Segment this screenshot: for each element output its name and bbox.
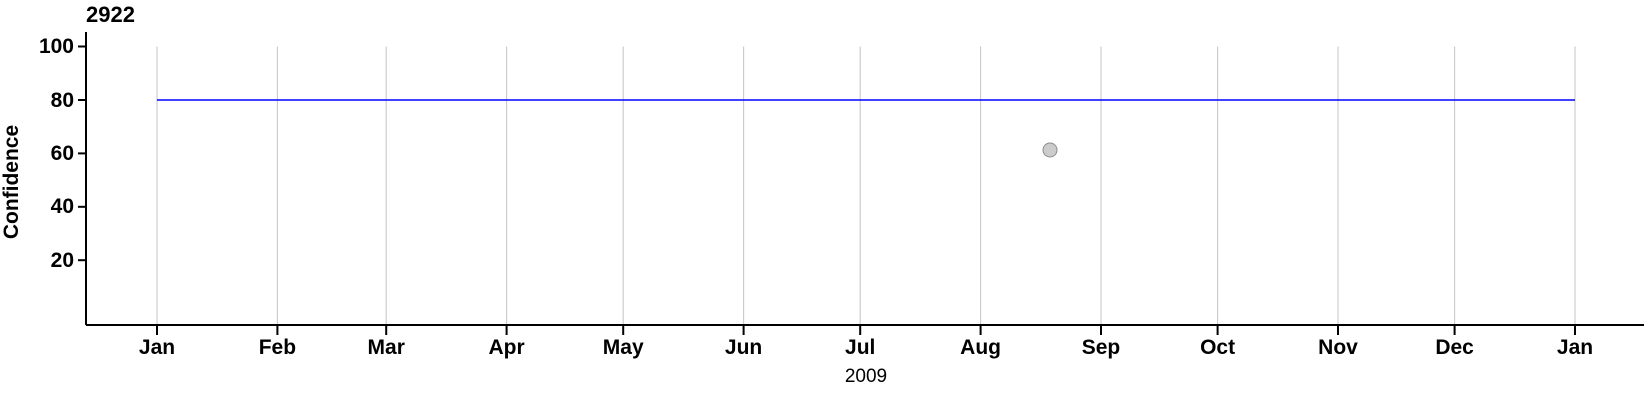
svg-text:May: May [603, 336, 644, 359]
svg-text:Jul: Jul [845, 336, 875, 359]
svg-text:2922: 2922 [86, 2, 135, 27]
svg-text:20: 20 [51, 249, 74, 272]
svg-text:40: 40 [51, 195, 74, 218]
svg-text:Confidence: Confidence [0, 125, 23, 239]
svg-text:Mar: Mar [368, 336, 405, 359]
svg-text:Jun: Jun [725, 336, 762, 359]
svg-text:Jan: Jan [1557, 336, 1593, 359]
svg-text:Feb: Feb [259, 336, 296, 359]
svg-text:60: 60 [51, 142, 74, 165]
svg-text:80: 80 [51, 89, 74, 112]
svg-text:Dec: Dec [1435, 336, 1474, 359]
svg-text:Nov: Nov [1318, 336, 1358, 359]
svg-text:2009: 2009 [845, 366, 887, 387]
svg-text:Apr: Apr [489, 336, 525, 359]
svg-text:Oct: Oct [1200, 336, 1235, 359]
svg-text:Jan: Jan [139, 336, 175, 359]
svg-text:Aug: Aug [960, 336, 1001, 359]
svg-text:100: 100 [39, 35, 74, 58]
svg-text:Sep: Sep [1082, 336, 1121, 359]
